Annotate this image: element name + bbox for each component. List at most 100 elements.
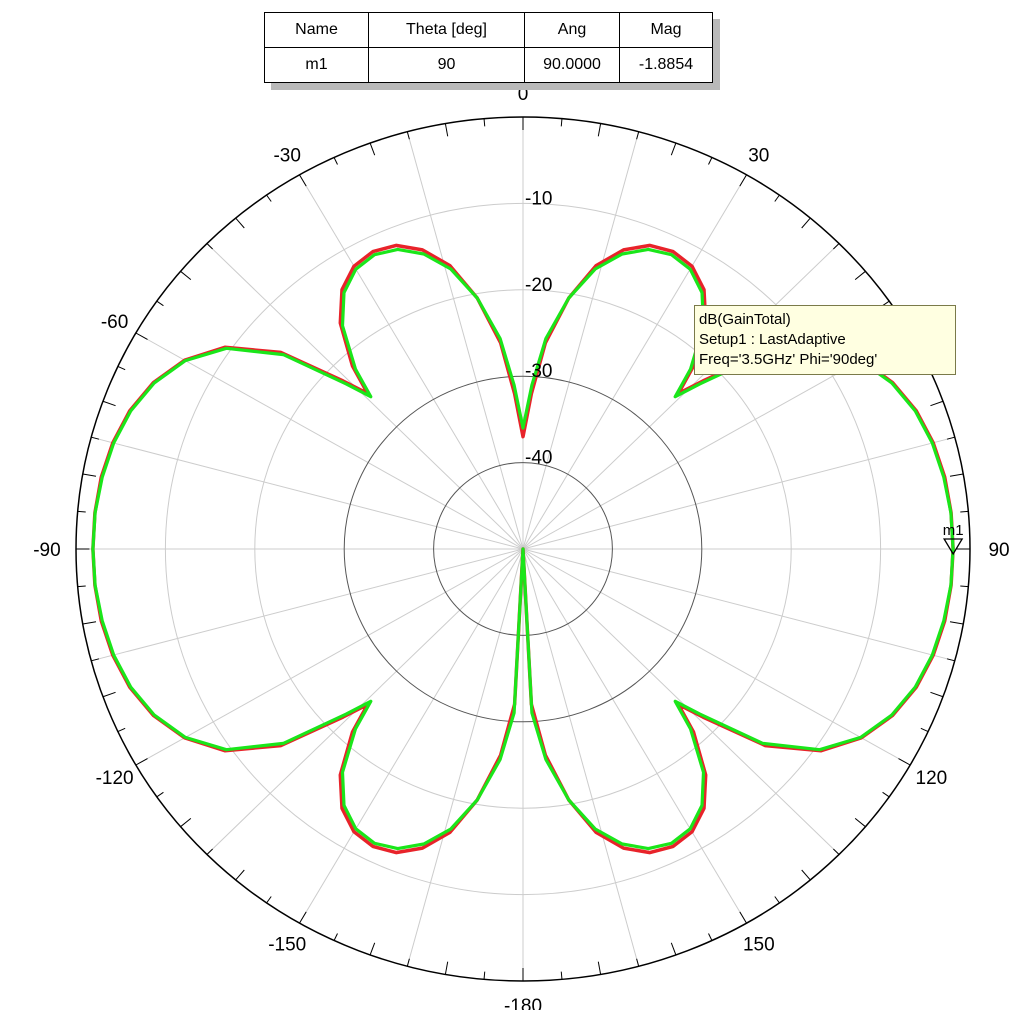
tick-mark <box>946 658 955 662</box>
tick-mark <box>882 300 890 307</box>
tick-mark <box>333 157 338 165</box>
tick-mark <box>235 217 245 229</box>
tick-mark <box>333 933 338 941</box>
tick-mark <box>444 123 449 137</box>
tick-mark <box>898 758 911 766</box>
radial-tick-label: -30 <box>525 361 552 382</box>
marker-m1[interactable]: m1 <box>943 522 964 556</box>
grid-ring <box>164 202 882 896</box>
grid-spoke <box>135 332 524 550</box>
tick-mark <box>135 758 148 766</box>
grid-spoke <box>206 548 524 855</box>
tick-mark <box>739 911 747 924</box>
marker-table-header: Mag <box>619 12 713 48</box>
tick-mark <box>670 142 677 156</box>
tick-mark <box>156 791 164 798</box>
tick-mark <box>117 727 126 733</box>
grid-ring <box>254 289 792 809</box>
tick-mark <box>708 157 713 165</box>
tick-mark <box>82 473 97 477</box>
grid-spoke <box>406 548 524 967</box>
grid-spoke <box>522 548 955 662</box>
legend-line: Freq='3.5GHz' Phi='90deg' <box>699 351 878 368</box>
tick-mark <box>560 118 563 127</box>
axis-labels: 0306090120150-180-150-120-90-60-30-10-20… <box>33 84 1009 1010</box>
grid-spoke <box>206 243 524 550</box>
tick-mark <box>774 896 780 904</box>
tick-mark <box>206 848 213 855</box>
tick-mark <box>597 123 602 137</box>
tick-mark <box>636 131 640 140</box>
tick-mark <box>930 691 944 698</box>
marker-label: m1 <box>943 522 964 539</box>
tick-mark <box>406 958 410 967</box>
angle-tick-label: -30 <box>273 145 300 166</box>
tick-mark <box>406 131 410 140</box>
grid-spoke <box>299 548 524 924</box>
angle-tick-label: 150 <box>743 935 775 956</box>
tick-mark <box>949 473 964 477</box>
tick-mark <box>91 436 100 440</box>
tick-mark <box>560 971 563 980</box>
tick-mark <box>156 300 164 307</box>
tick-mark <box>854 270 866 281</box>
tick-mark <box>369 942 376 956</box>
tick-mark <box>774 194 780 202</box>
tick-mark <box>801 217 811 229</box>
tick-mark <box>77 585 86 588</box>
marker-table-header: Name <box>264 12 369 48</box>
grid-spoke <box>522 174 747 550</box>
tick-mark <box>920 727 929 733</box>
tick-mark <box>946 436 955 440</box>
legend-line: Setup1 : LastAdaptive <box>699 331 846 348</box>
radial-tick-label: -40 <box>525 448 552 469</box>
grid-spoke <box>522 548 911 766</box>
marker-table-cell: -1.8854 <box>619 47 713 83</box>
tick-mark <box>102 691 116 698</box>
marker-table: Name Theta [deg] Ang Mag m1 90 90.0000 -… <box>264 12 713 83</box>
tick-mark <box>91 658 100 662</box>
tick-mark <box>235 869 245 881</box>
tick-mark <box>180 270 192 281</box>
legend-line: dB(GainTotal) <box>699 311 791 328</box>
tick-mark <box>135 332 148 340</box>
grid-spoke <box>135 548 524 766</box>
grid-ring <box>433 462 613 636</box>
tick-mark <box>636 958 640 967</box>
angle-tick-label: -60 <box>101 312 128 333</box>
tick-mark <box>483 118 486 127</box>
tick-mark <box>930 400 944 407</box>
angle-tick-label: 120 <box>916 768 948 789</box>
tick-mark <box>102 400 116 407</box>
grid-spoke <box>522 548 640 967</box>
grid-spoke <box>522 131 640 550</box>
angle-tick-label: 30 <box>748 145 769 166</box>
tick-mark <box>833 243 840 250</box>
tick-mark <box>206 243 213 250</box>
outer-tick-marks <box>76 117 970 981</box>
angle-tick-label: -180 <box>504 996 542 1010</box>
tick-mark <box>483 971 486 980</box>
grid-spoke <box>522 548 747 924</box>
tick-mark <box>299 174 307 187</box>
grid-ring <box>343 375 703 723</box>
tick-mark <box>444 961 449 975</box>
angle-tick-label: -120 <box>96 768 134 789</box>
tick-mark <box>82 621 97 625</box>
tick-mark <box>77 510 86 513</box>
marker-table-header: Theta [deg] <box>368 12 525 48</box>
marker-table-cell: m1 <box>264 47 369 83</box>
marker-table-cell: 90 <box>368 47 525 83</box>
tick-mark <box>266 194 272 202</box>
tick-mark <box>299 911 307 924</box>
grid-spoke <box>522 243 840 550</box>
marker-table-cell: 90.0000 <box>524 47 620 83</box>
tick-mark <box>266 896 272 904</box>
tick-mark <box>949 621 964 625</box>
legend-box: dB(GainTotal) Setup1 : LastAdaptive Freq… <box>694 305 956 375</box>
grid-spoke <box>522 436 955 550</box>
tick-mark <box>597 961 602 975</box>
grid-spoke <box>299 174 524 550</box>
grid-spoke <box>522 548 840 855</box>
